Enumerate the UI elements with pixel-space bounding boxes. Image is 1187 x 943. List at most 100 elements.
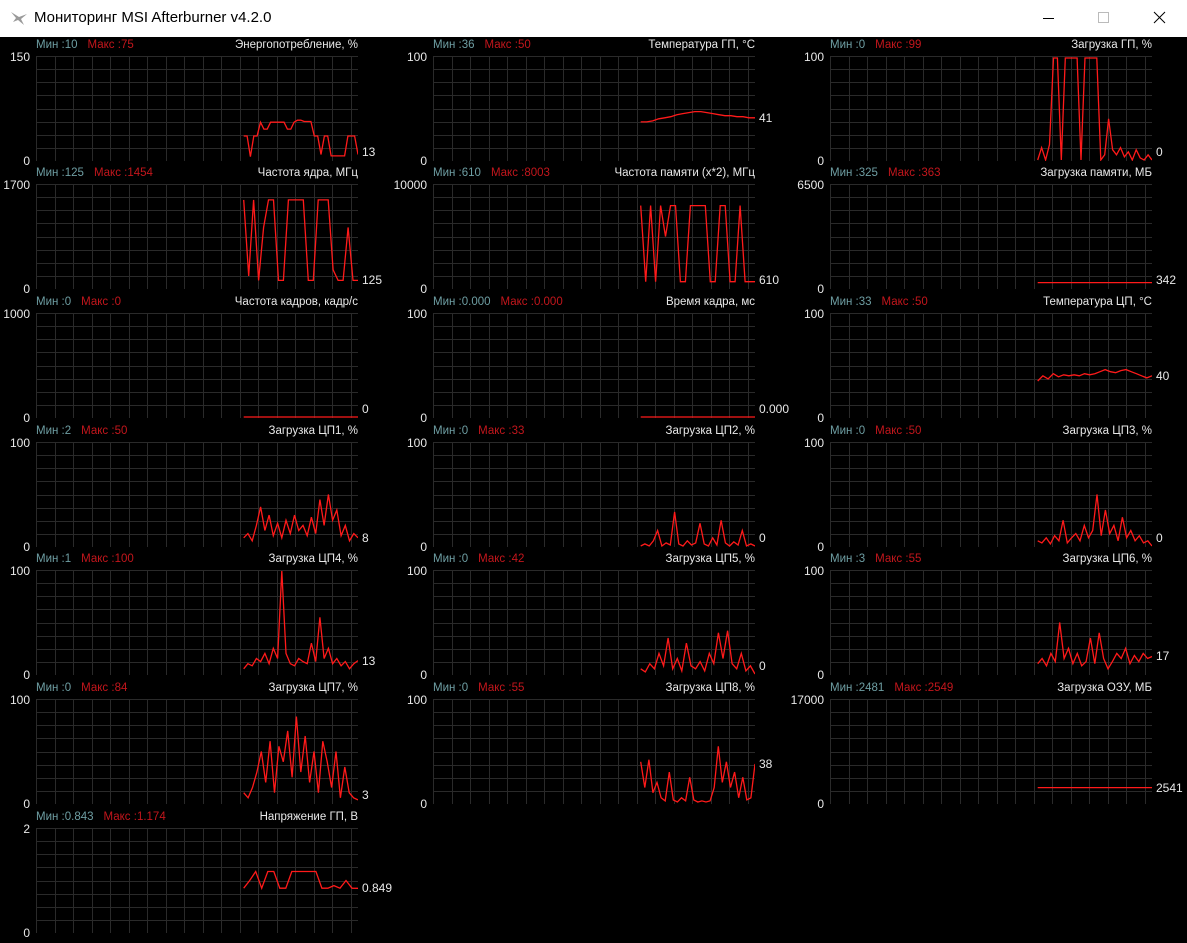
graph-panel[interactable]: Мин : 0 Макс : 50 Загрузка ЦП3, % 100 0 0	[804, 424, 1187, 554]
afterburner-logo-icon	[11, 12, 27, 25]
y-axis-max: 100	[9, 564, 30, 578]
graph-plot	[830, 184, 1152, 289]
graph-panel[interactable]: Мин : 33 Макс : 50 Температура ЦП, °C 100 …	[804, 295, 1187, 425]
max-number: 75	[120, 39, 134, 51]
min-prefix: Мин :	[36, 167, 65, 179]
grid-lines	[36, 184, 358, 289]
grid-lines	[830, 184, 1152, 289]
graph-title: Время кадра, мс	[665, 296, 755, 308]
max-number: 2549	[927, 682, 954, 694]
max-number: 0	[114, 296, 121, 308]
graph-plot	[830, 570, 1152, 675]
max-prefix: Макс :	[894, 682, 928, 694]
graph-panel[interactable]: Мин : 2 Макс : 50 Загрузка ЦП1, % 100 0 8	[10, 424, 396, 554]
y-axis-min: 0	[817, 411, 824, 425]
max-number: 50	[914, 296, 928, 308]
y-axis-max: 100	[9, 436, 30, 450]
max-number: 42	[511, 553, 525, 565]
close-button[interactable]	[1136, 0, 1182, 37]
min-prefix: Мин :	[830, 682, 859, 694]
graph-line	[1037, 368, 1152, 382]
graph-line	[243, 199, 358, 282]
current-value: 13	[362, 145, 376, 159]
min-number: 0.843	[64, 811, 94, 823]
graph-line	[640, 630, 755, 675]
window-title: Мониторинг MSI Afterburner v4.2.0	[34, 9, 272, 26]
min-prefix: Мин :	[433, 553, 462, 565]
max-prefix: Макс :	[478, 553, 512, 565]
graph-panel[interactable]: Мин : 125 Макс : 1454 Частота ядра, МГц 17…	[3, 166, 396, 296]
max-prefix: Макс :	[103, 811, 137, 823]
y-axis-max: 100	[406, 693, 427, 707]
graph-panel[interactable]: Мин : 0.000 Макс : 0.000 Время кадра, мс 1…	[407, 295, 793, 425]
graph-header: Мин : 325 Макс : 363 Загрузка памяти, МБ	[830, 166, 1152, 181]
graph-title: Энергопотребление, %	[234, 39, 358, 51]
min-prefix: Мин :	[36, 682, 65, 694]
current-value: 40	[1156, 368, 1170, 383]
graph-panel[interactable]: Мин : 0 Макс : 99 Загрузка ГП, % 100 0 0	[804, 38, 1187, 168]
graph-line	[243, 870, 358, 891]
max-prefix: Макс :	[93, 167, 128, 179]
graph-title: Загрузка ЦП3, %	[1062, 425, 1152, 437]
graph-title: Частота кадров, кадр/с	[234, 296, 358, 308]
max-prefix: Макс :	[875, 553, 909, 565]
y-axis-max: 100	[406, 307, 427, 321]
max-prefix: Макс :	[81, 553, 115, 565]
y-axis-min: 0	[23, 797, 30, 811]
graph-title: Загрузка ЦП4, %	[268, 553, 358, 565]
min-prefix: Мин :	[830, 296, 859, 308]
graph-title: Температура ЦП, °C	[1043, 296, 1152, 308]
graph-header: Мин : 3 Макс : 55 Загрузка ЦП6, %	[830, 552, 1152, 567]
minimize-button[interactable]	[1025, 0, 1071, 37]
max-prefix: Макс :	[881, 296, 915, 308]
max-prefix: Макс :	[87, 39, 121, 51]
grid-lines	[433, 699, 755, 804]
graph-panel[interactable]: Мин : 0 Макс : 33 Загрузка ЦП2, % 100 0 0	[407, 424, 793, 554]
y-axis-max: 17000	[790, 693, 824, 707]
graph-panel[interactable]: Мин : 0 Макс : 0 Частота кадров, кадр/с 10…	[3, 295, 396, 425]
graph-plot	[433, 570, 755, 675]
max-prefix: Макс :	[484, 39, 518, 51]
graph-header: Мин : 610 Макс : 8003 Частота памяти (x*2)…	[433, 166, 755, 181]
y-axis-max: 100	[406, 564, 427, 578]
graph-title: Загрузка ЦП5, %	[665, 553, 755, 565]
maximize-button[interactable]	[1080, 0, 1126, 37]
grid-lines	[830, 699, 1152, 804]
graph-panel[interactable]: Мин : 10 Макс : 75 Энергопотребление, % 15…	[10, 38, 396, 168]
y-axis-max: 6500	[797, 178, 824, 192]
graph-panel[interactable]: Мин : 36 Макс : 50 Температура ГП, °C 100 …	[407, 38, 793, 168]
graph-panel[interactable]: Мин : 0 Макс : 42 Загрузка ЦП5, % 100 0 0	[407, 552, 793, 682]
grid-lines	[433, 313, 755, 418]
graph-panel[interactable]: Мин : 0 Макс : 55 Загрузка ЦП8, % 100 0 38	[407, 681, 793, 811]
graph-panel[interactable]: Мин : 3 Макс : 55 Загрузка ЦП6, % 100 0 17	[804, 552, 1187, 682]
current-value: 0.000	[759, 402, 790, 416]
graph-header: Мин : 36 Макс : 50 Температура ГП, °C	[433, 38, 755, 53]
max-number: 0.000	[533, 296, 563, 308]
graph-header: Мин : 2 Макс : 50 Загрузка ЦП1, %	[36, 424, 358, 439]
min-number: 10	[64, 39, 78, 51]
graph-panel[interactable]: Мин : 2481 Макс : 2549 Загрузка ОЗУ, МБ 17…	[791, 681, 1187, 811]
min-number: 33	[858, 296, 872, 308]
graph-panel[interactable]: Мин : 0 Макс : 84 Загрузка ЦП7, % 100 0 3	[10, 681, 396, 811]
grid-lines	[830, 442, 1152, 547]
graph-plot	[36, 828, 358, 933]
graph-plot	[433, 56, 755, 161]
current-value: 0.849	[362, 881, 393, 896]
graph-panel[interactable]: Мин : 610 Макс : 8003 Частота памяти (x*2)…	[394, 166, 793, 296]
y-axis-max: 1700	[3, 178, 30, 192]
graph-panel[interactable]: Мин : 325 Макс : 363 Загрузка памяти, МБ 6…	[797, 166, 1187, 296]
graph-plot	[433, 313, 755, 418]
y-axis-min: 0	[817, 282, 824, 296]
min-number: 0	[461, 553, 469, 565]
graph-panel[interactable]: Мин : 1 Макс : 100 Загрузка ЦП4, % 100 0 13	[10, 552, 396, 682]
y-axis-max: 100	[803, 307, 824, 321]
y-axis-min: 0	[817, 797, 824, 811]
y-axis-max: 100	[9, 693, 30, 707]
y-axis-min: 0	[23, 154, 30, 168]
min-prefix: Мин :	[433, 682, 462, 694]
close-icon	[1153, 11, 1166, 24]
min-prefix: Мин :	[433, 296, 462, 308]
graph-panel[interactable]: Мин : 0.843 Макс : 1.174 Напряжение ГП, В …	[23, 810, 396, 940]
min-number: 0	[461, 425, 469, 437]
max-number: 1454	[127, 167, 153, 179]
